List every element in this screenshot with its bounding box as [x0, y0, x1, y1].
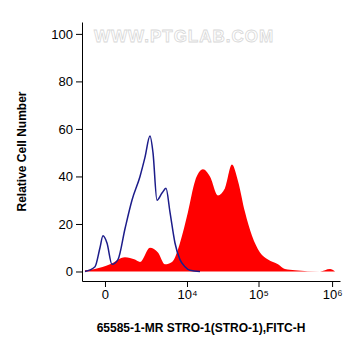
- y-tick: 20: [59, 217, 82, 232]
- y-tick-mark: [76, 81, 82, 82]
- x-axis-line: [83, 281, 341, 282]
- watermark: WWW.PTGLAB.COM: [94, 27, 274, 46]
- x-tick-label: 10⁵: [249, 287, 269, 302]
- y-axis-title: Relative Cell Number: [15, 91, 29, 211]
- y-tick: 80: [59, 74, 82, 89]
- y-tick: 100: [51, 27, 82, 42]
- histogram-area: [85, 165, 335, 272]
- x-tick: 0: [102, 281, 109, 302]
- y-tick-label: 0: [66, 264, 73, 279]
- plot-area: [85, 136, 335, 271]
- y-tick-mark: [76, 176, 82, 177]
- y-tick-label: 100: [51, 27, 73, 42]
- x-tick-mark: [259, 281, 260, 287]
- x-tick-label: 10⁶: [323, 287, 343, 302]
- x-axis-title: 65585-1-MR STRO-1(STRO-1),FITC-H: [97, 321, 306, 335]
- y-tick-label: 40: [59, 169, 73, 184]
- x-tick: 10⁶: [323, 281, 343, 302]
- y-tick-mark: [76, 224, 82, 225]
- y-tick-mark: [76, 34, 82, 35]
- y-tick-label: 60: [59, 122, 73, 137]
- x-tick-mark: [105, 281, 106, 287]
- x-tick: 10⁴: [177, 281, 197, 302]
- y-tick-mark: [76, 129, 82, 130]
- y-tick: 0: [66, 264, 82, 279]
- x-tick-label: 10⁴: [177, 287, 197, 302]
- y-axis-line: [82, 23, 83, 282]
- y-axis: 0 20 40 60 80 100: [51, 23, 82, 282]
- y-tick-label: 20: [59, 217, 73, 232]
- x-axis: 0 10⁴ 10⁵ 10⁶: [83, 281, 343, 302]
- y-tick-mark: [76, 271, 82, 272]
- y-tick: 60: [59, 122, 82, 137]
- y-tick: 40: [59, 169, 82, 184]
- x-tick: 10⁵: [249, 281, 269, 302]
- x-tick-mark: [187, 281, 188, 287]
- x-tick-label: 0: [102, 287, 109, 302]
- x-tick-mark: [332, 281, 333, 287]
- y-tick-label: 80: [59, 74, 73, 89]
- histogram-line: [85, 136, 200, 271]
- chart: WWW.PTGLAB.COM 0 10⁴ 10⁵ 10⁶ 0 20 40 60 80 100 6558…: [0, 0, 361, 356]
